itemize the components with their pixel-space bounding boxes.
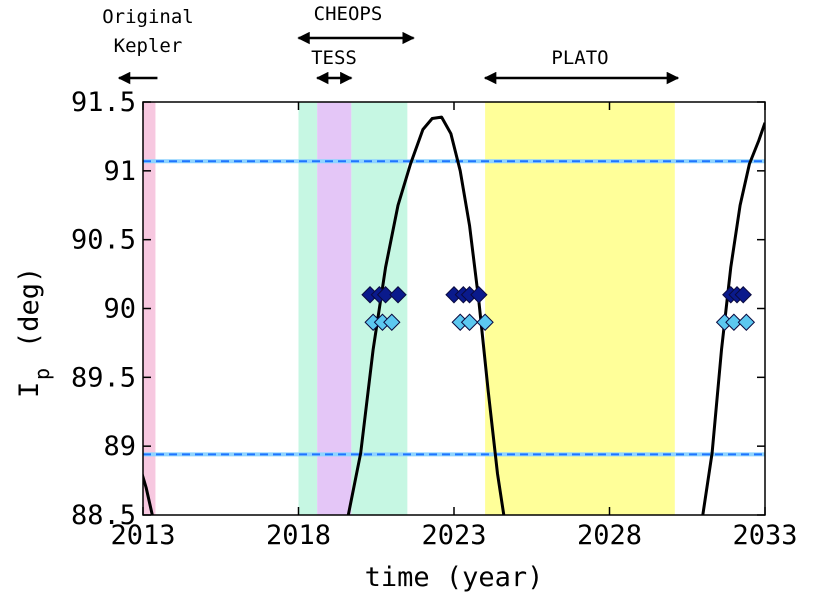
band-plato [485,102,675,515]
svg-text:I: I [14,382,45,398]
x-axis-label: time (year) [365,562,544,593]
mission-label-cheops-0: CHEOPS [314,3,383,25]
y-tick-label-5: 91 [103,156,136,187]
y-axis-label-main: I [14,382,45,398]
data-markers [361,286,756,331]
marker-light-4 [460,313,479,331]
band-cheops-pre-tess- [298,102,318,515]
band-tess [317,102,352,515]
curve-segment-0 [143,471,154,515]
marker-light-2 [383,313,401,331]
x-tick-label-4: 2033 [732,520,797,551]
mission-label-tess-0: TESS [311,47,357,69]
mission-label-original-kepler-0: Original [102,6,194,28]
threshold-lines [143,159,765,457]
ip-curve [143,115,765,515]
svg-text:p: p [30,368,54,380]
marker-dark-10 [734,286,752,304]
y-axis-label-subscript: p [30,368,54,380]
y-axis-label: I p (deg) [14,267,54,398]
x-tick-label-0: 2013 [110,520,175,551]
y-tick-label-3: 90 [103,294,136,325]
marker-light-5 [476,313,494,331]
axes [142,101,766,516]
y-tick-label-2: 89.5 [71,362,136,393]
y-tick-label-1: 89 [103,431,136,462]
marker-light-8 [737,313,756,331]
mission-label-original-kepler-1: Kepler [114,35,183,57]
y-tick-label-4: 90.5 [71,225,136,256]
marker-dark-2 [376,286,395,304]
y-tick-label-0: 88.5 [71,500,136,531]
x-tick-label-3: 2028 [577,520,642,551]
mission-label-plato-0: PLATO [551,47,608,69]
mission-bands [143,102,675,515]
curve-segment-2 [701,122,765,515]
mission-annotations: Original Kepler CHEOPS TESS PLATO [102,3,680,85]
marker-dark-7 [470,286,488,304]
x-tick-label-1: 2018 [266,520,331,551]
marker-light-7 [725,313,743,331]
marker-dark-3 [389,286,407,304]
y-axis-label-unit: (deg) [14,267,45,348]
x-tick-label-2: 2023 [421,520,486,551]
svg-text:(deg): (deg) [14,267,45,348]
curve-segment-1 [346,115,506,515]
y-tick-label-6: 91.5 [71,87,136,118]
tick-labels: 2013 2018 2023 2028 2033 88.5 89 89.5 90 90.5 91 91… [71,87,798,551]
